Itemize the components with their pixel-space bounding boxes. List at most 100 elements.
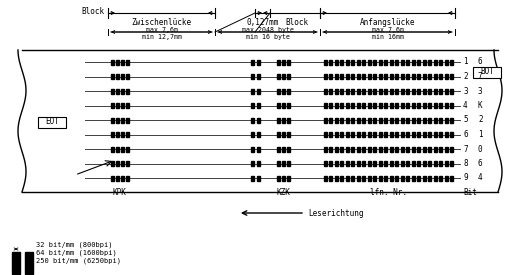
Bar [351,74,354,79]
Bar [373,59,376,65]
Bar [439,175,442,180]
Text: lfn. Nr.: lfn. Nr. [370,188,407,197]
Bar [329,74,332,79]
Bar [368,74,370,79]
Bar [329,175,332,180]
Bar [445,175,448,180]
Bar [323,74,327,79]
Bar [323,59,327,65]
Bar [434,74,436,79]
Text: max 7,6m: max 7,6m [371,27,404,33]
Bar [281,59,284,65]
Bar [329,147,332,152]
Bar [111,175,113,180]
Bar [368,59,370,65]
Bar [445,161,448,166]
Bar [340,59,343,65]
Bar [115,147,119,152]
Bar [115,175,119,180]
Bar [351,117,354,122]
Bar [428,147,431,152]
Bar [422,59,425,65]
Bar [428,117,431,122]
Bar [450,147,453,152]
Text: 1: 1 [478,130,483,139]
Bar [121,74,124,79]
Bar [362,132,365,137]
Text: max 2048 byte: max 2048 byte [241,27,293,33]
Bar [115,132,119,137]
Bar [395,175,398,180]
Text: BOT: BOT [480,67,494,76]
Bar [450,74,453,79]
Bar [121,132,124,137]
Text: 2: 2 [478,116,483,125]
Bar [379,175,382,180]
Bar [345,103,348,108]
Bar [111,89,113,94]
Bar [277,161,280,166]
Text: KPK: KPK [112,188,126,197]
Bar [434,147,436,152]
Bar [357,117,359,122]
Bar [473,67,501,78]
Text: 6: 6 [463,130,467,139]
Bar [38,117,66,128]
Bar [422,147,425,152]
Bar [256,147,259,152]
Bar [406,175,409,180]
Bar [281,103,284,108]
Bar [450,132,453,137]
Bar [287,147,290,152]
Bar [373,147,376,152]
Bar [445,59,448,65]
Bar [417,117,420,122]
Bar [125,103,128,108]
Text: EOT: EOT [45,117,59,126]
Bar [417,103,420,108]
Text: 250 bit/mm (6250bpi): 250 bit/mm (6250bpi) [36,258,121,265]
Bar [368,147,370,152]
Bar [256,103,259,108]
Bar [411,117,414,122]
Bar [281,132,284,137]
Bar [251,147,254,152]
Bar [411,175,414,180]
Bar [439,59,442,65]
Bar [111,161,113,166]
Bar [368,161,370,166]
Bar [368,89,370,94]
Bar [334,59,337,65]
Bar [379,89,382,94]
Bar [406,59,409,65]
Bar [115,89,119,94]
Bar [395,103,398,108]
Bar [379,103,382,108]
Bar [384,89,387,94]
Bar [422,103,425,108]
Bar [281,89,284,94]
Bar [379,74,382,79]
Bar [368,103,370,108]
Bar [357,161,359,166]
Bar [434,117,436,122]
Bar [428,175,431,180]
Bar [329,59,332,65]
Bar [357,175,359,180]
Bar [428,161,431,166]
Bar [400,74,404,79]
Bar [428,74,431,79]
Bar [406,74,409,79]
Bar [389,161,393,166]
Bar [115,161,119,166]
Bar [434,89,436,94]
Bar [256,59,259,65]
Bar [373,175,376,180]
Bar [323,89,327,94]
Bar [277,103,280,108]
Text: 7: 7 [463,144,467,153]
Bar [395,59,398,65]
Bar [434,161,436,166]
Bar [362,147,365,152]
Bar [111,59,113,65]
